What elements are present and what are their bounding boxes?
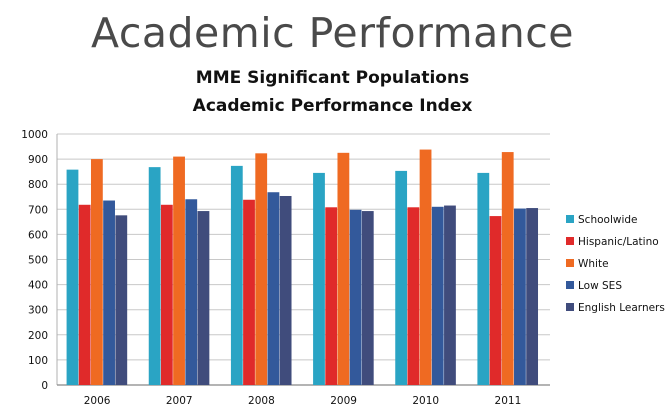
x-tick-label: 2010 (412, 395, 439, 407)
y-tick-label: 1000 (21, 129, 48, 141)
bar (185, 199, 198, 385)
legend-label: English Learners (578, 302, 665, 314)
chart-title: MME Significant Populations (195, 68, 470, 88)
bar (444, 205, 456, 385)
legend-label: Hispanic/Latino (578, 236, 659, 248)
bar (361, 211, 374, 385)
y-tick-label: 500 (28, 255, 48, 267)
bar (279, 195, 292, 385)
page-title: Academic Performance (91, 9, 574, 57)
y-tick-label: 300 (28, 305, 48, 317)
bar (489, 216, 502, 385)
bar (66, 169, 79, 385)
bar (148, 167, 161, 385)
legend-label: Low SES (578, 280, 622, 292)
bar (407, 207, 420, 385)
bar (431, 206, 444, 385)
y-tick-label: 800 (28, 179, 48, 191)
y-tick-label: 900 (28, 154, 48, 166)
y-tick-label: 0 (41, 380, 48, 392)
bar (395, 170, 408, 385)
bar (255, 153, 268, 385)
x-tick-label: 2008 (248, 395, 275, 407)
bar (349, 209, 362, 385)
x-tick-label: 2009 (330, 395, 357, 407)
x-tick-label: 2011 (495, 395, 522, 407)
legend-swatch (566, 281, 574, 289)
x-tick-label: 2006 (84, 395, 111, 407)
bar (514, 208, 526, 385)
y-tick-label: 200 (28, 330, 48, 342)
bar (103, 200, 115, 385)
y-tick-label: 700 (28, 204, 48, 216)
bar (197, 211, 210, 385)
bar (526, 208, 539, 385)
y-tick-label: 100 (28, 355, 48, 367)
legend-swatch (566, 237, 574, 245)
legend-swatch (566, 303, 574, 311)
bar (90, 159, 103, 385)
bar (267, 192, 280, 385)
y-tick-label: 400 (28, 280, 48, 292)
bar (230, 165, 243, 385)
bar (419, 149, 432, 385)
y-tick-label: 600 (28, 229, 48, 241)
bar (173, 156, 185, 385)
bar (160, 204, 173, 385)
bar (325, 207, 338, 385)
bar (337, 152, 350, 385)
legend-swatch (566, 215, 574, 223)
bar (477, 172, 490, 385)
x-tick-label: 2007 (166, 395, 193, 407)
chart-subtitle: Academic Performance Index (192, 96, 473, 116)
legend-label: Schoolwide (578, 214, 638, 226)
bar (115, 215, 128, 385)
bar (313, 172, 325, 385)
bar (78, 204, 91, 385)
legend-swatch (566, 259, 574, 267)
legend-label: White (578, 258, 609, 270)
bar (501, 152, 514, 385)
bar (243, 199, 255, 385)
